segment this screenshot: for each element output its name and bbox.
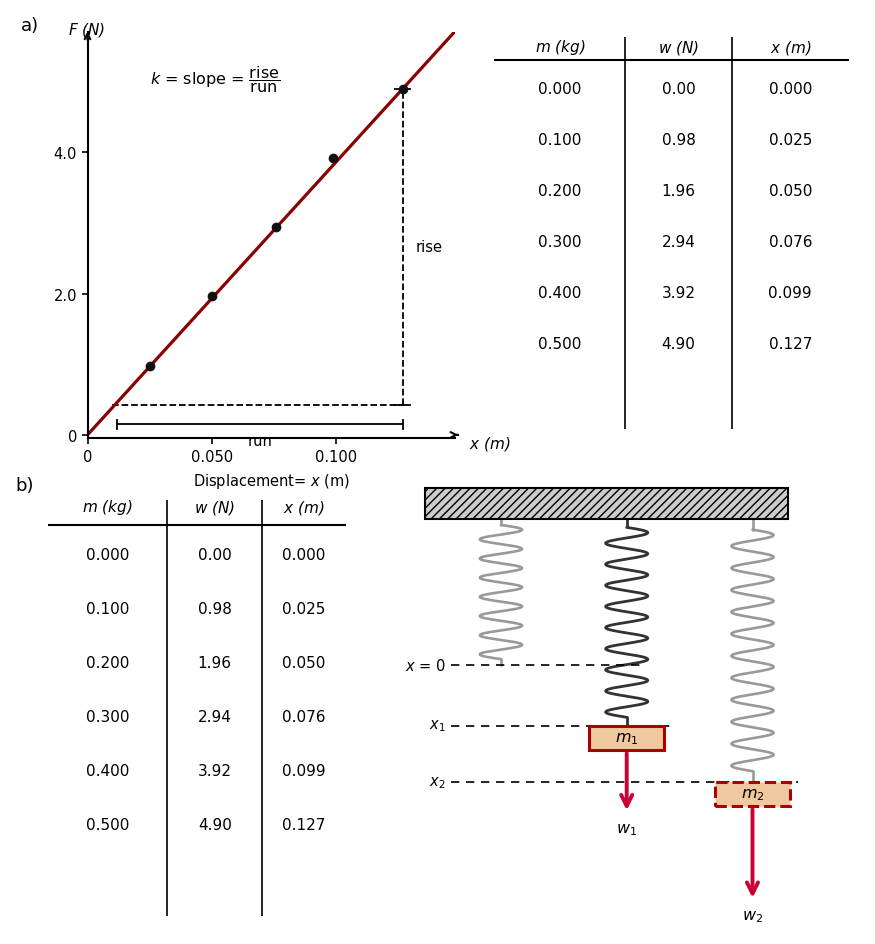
Text: $w$ (N): $w$ (N) — [194, 499, 235, 517]
Text: 0.400: 0.400 — [86, 764, 130, 779]
Text: 0.00: 0.00 — [662, 82, 696, 97]
Text: 0.099: 0.099 — [282, 764, 326, 779]
Bar — [425, 488, 788, 519]
Text: 0.200: 0.200 — [538, 184, 582, 198]
Text: 0.099: 0.099 — [768, 285, 812, 300]
Text: 0.200: 0.200 — [86, 655, 130, 670]
Text: 1.96: 1.96 — [662, 184, 696, 198]
Text: $m_2$: $m_2$ — [741, 786, 764, 802]
Text: 2.94: 2.94 — [198, 710, 232, 724]
Text: 3.92: 3.92 — [662, 285, 696, 300]
Text: b): b) — [16, 477, 34, 495]
Text: 0.100: 0.100 — [86, 601, 130, 616]
Text: $F$ (N): $F$ (N) — [67, 21, 105, 39]
Text: $x$ (m): $x$ (m) — [469, 435, 510, 453]
Text: a): a) — [21, 17, 39, 35]
Text: 0.000: 0.000 — [283, 548, 326, 563]
Bar — [715, 782, 790, 806]
Text: $w_1$: $w_1$ — [616, 821, 637, 837]
Text: rise: rise — [416, 240, 442, 255]
Text: $m$ (kg): $m$ (kg) — [535, 39, 585, 58]
Text: $m$ (kg): $m$ (kg) — [82, 497, 133, 517]
X-axis label: Displacement= $x$ (m): Displacement= $x$ (m) — [192, 471, 350, 490]
Text: 3.92: 3.92 — [198, 764, 232, 779]
Text: $w_2$: $w_2$ — [742, 909, 763, 924]
Text: 0.050: 0.050 — [768, 184, 812, 198]
Text: 0.050: 0.050 — [283, 655, 326, 670]
Text: 0.000: 0.000 — [86, 548, 130, 563]
Text: $m_1$: $m_1$ — [615, 731, 639, 746]
Text: 0.127: 0.127 — [768, 336, 812, 351]
Text: $x$ (m): $x$ (m) — [769, 40, 811, 58]
Text: 0.076: 0.076 — [283, 710, 326, 724]
Text: $x_2$: $x_2$ — [429, 774, 445, 790]
Text: 2.94: 2.94 — [662, 234, 696, 249]
Text: 0.00: 0.00 — [198, 548, 232, 563]
Text: run: run — [248, 433, 272, 448]
Text: 0.100: 0.100 — [538, 133, 582, 147]
Text: 4.90: 4.90 — [198, 818, 232, 833]
Text: 0.400: 0.400 — [538, 285, 582, 300]
Text: 0.500: 0.500 — [86, 818, 130, 833]
Text: 0.000: 0.000 — [538, 82, 582, 97]
Text: $x$ = 0: $x$ = 0 — [404, 657, 445, 673]
Text: 1.96: 1.96 — [198, 655, 232, 670]
Bar — [589, 726, 664, 750]
Text: $x_1$: $x_1$ — [429, 718, 445, 733]
Text: $x$ (m): $x$ (m) — [284, 499, 325, 517]
Text: 0.025: 0.025 — [768, 133, 812, 147]
Text: 0.025: 0.025 — [283, 601, 326, 616]
Text: 0.98: 0.98 — [662, 133, 696, 147]
Text: 0.076: 0.076 — [768, 234, 812, 249]
Text: 4.90: 4.90 — [662, 336, 696, 351]
Text: 0.300: 0.300 — [538, 234, 582, 249]
Text: 0.000: 0.000 — [768, 82, 812, 97]
Text: 0.500: 0.500 — [538, 336, 582, 351]
Text: $w$ (N): $w$ (N) — [658, 40, 699, 58]
Text: $k$ = slope = $\dfrac{\mathrm{rise}}{\mathrm{run}}$: $k$ = slope = $\dfrac{\mathrm{rise}}{\ma… — [150, 63, 280, 94]
Text: 0.98: 0.98 — [198, 601, 232, 616]
Text: 0.127: 0.127 — [283, 818, 326, 833]
Text: 0.300: 0.300 — [86, 710, 130, 724]
